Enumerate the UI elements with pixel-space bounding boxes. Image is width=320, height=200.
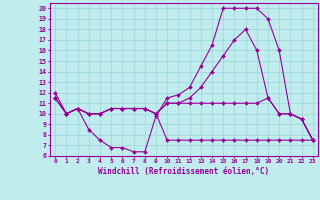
X-axis label: Windchill (Refroidissement éolien,°C): Windchill (Refroidissement éolien,°C): [99, 167, 269, 176]
